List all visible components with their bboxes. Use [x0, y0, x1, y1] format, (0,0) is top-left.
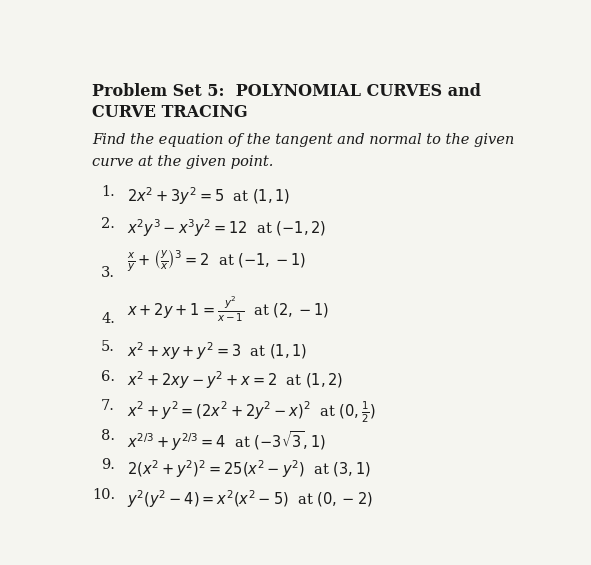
Text: $y^2(y^2-4) = x^2(x^2-5)$  at $(0, -2)$: $y^2(y^2-4) = x^2(x^2-5)$ at $(0, -2)$: [126, 488, 372, 510]
Text: curve at the given point.: curve at the given point.: [92, 155, 274, 169]
Text: 2.: 2.: [101, 217, 115, 231]
Text: $x^2y^3 - x^3y^2 = 12$  at $(-1,2)$: $x^2y^3 - x^3y^2 = 12$ at $(-1,2)$: [126, 217, 326, 239]
Text: 7.: 7.: [101, 399, 115, 414]
Text: 1.: 1.: [101, 185, 115, 199]
Text: $\frac{x}{y}+\left(\frac{y}{x}\right)^3 = 2$  at $(-1,-1)$: $\frac{x}{y}+\left(\frac{y}{x}\right)^3 …: [126, 249, 306, 274]
Text: 8.: 8.: [101, 429, 115, 443]
Text: $x^2 +xy+ y^2 = 3$  at $(1,1)$: $x^2 +xy+ y^2 = 3$ at $(1,1)$: [126, 340, 307, 362]
Text: 10.: 10.: [92, 488, 115, 502]
Text: $x+2y+1=\frac{y^2}{x-1}$  at $(2,-1)$: $x+2y+1=\frac{y^2}{x-1}$ at $(2,-1)$: [126, 294, 329, 324]
Text: 4.: 4.: [101, 312, 115, 326]
Text: $x^2 +y^2 = (2x^2 +2y^2 -x)^2$  at $(0, \frac{1}{2})$: $x^2 +y^2 = (2x^2 +2y^2 -x)^2$ at $(0, \…: [126, 399, 376, 425]
Text: $x^{2/3} +y^{2/3} = 4$  at $(-3\sqrt{3}, 1)$: $x^{2/3} +y^{2/3} = 4$ at $(-3\sqrt{3}, …: [126, 429, 326, 453]
Text: $2x^2 +3y^2 = 5$  at $(1,1)$: $2x^2 +3y^2 = 5$ at $(1,1)$: [126, 185, 290, 207]
Text: Problem Set 5:  POLYNOMIAL CURVES and: Problem Set 5: POLYNOMIAL CURVES and: [92, 83, 481, 100]
Text: 6.: 6.: [101, 370, 115, 384]
Text: 9.: 9.: [101, 458, 115, 472]
Text: Find the equation of the tangent and normal to the given: Find the equation of the tangent and nor…: [92, 133, 514, 147]
Text: CURVE TRACING: CURVE TRACING: [92, 104, 248, 121]
Text: $2(x^2 +y^2)^2 = 25(x^2 -y^2)$  at $(3, 1)$: $2(x^2 +y^2)^2 = 25(x^2 -y^2)$ at $(3, 1…: [126, 458, 371, 480]
Text: 3.: 3.: [101, 266, 115, 280]
Text: $x^2 +2xy- y^2 +x = 2$  at $(1,2)$: $x^2 +2xy- y^2 +x = 2$ at $(1,2)$: [126, 370, 343, 392]
Text: 5.: 5.: [101, 340, 115, 354]
